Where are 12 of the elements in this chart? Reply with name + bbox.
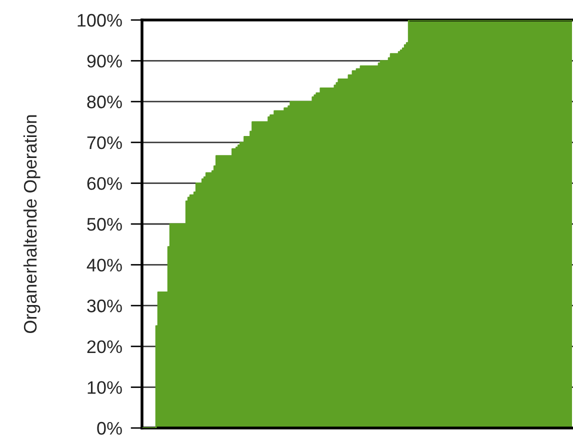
y-tick-label: 60% (87, 177, 122, 190)
y-tick-label: 0% (97, 422, 122, 435)
y-tick-label: 20% (87, 340, 122, 354)
y-tick-label: 40% (86, 258, 122, 272)
y-tick-label: 10% (88, 381, 122, 394)
y-tick-label: 90% (87, 54, 122, 68)
y-axis-title: Organerhaltende Operation (23, 115, 40, 334)
y-tick-label: 100% (78, 14, 122, 27)
y-tick-label: 50% (87, 218, 122, 231)
y-tick-label: 30% (87, 300, 122, 312)
y-tick-label: 70% (87, 136, 122, 150)
y-tick-label: 80% (87, 96, 122, 108)
